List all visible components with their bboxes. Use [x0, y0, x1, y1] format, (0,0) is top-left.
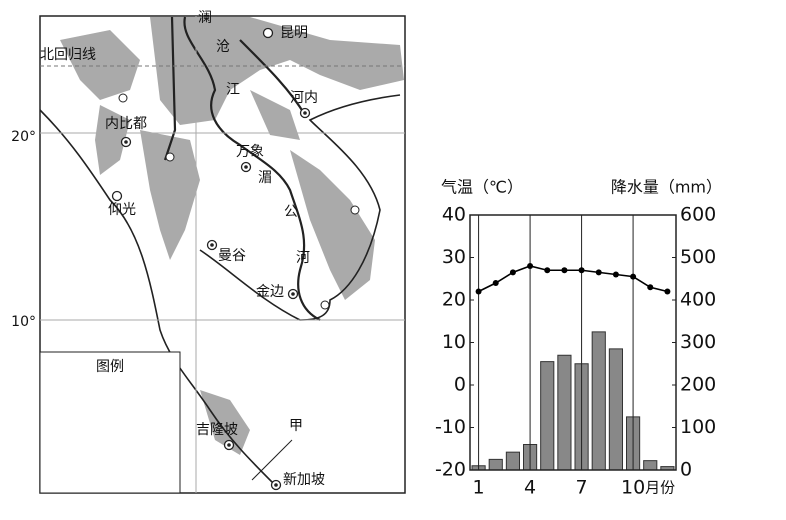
coast-and-borders — [39, 94, 401, 486]
rivers — [163, 16, 321, 321]
lat-label: 20° — [11, 129, 36, 145]
y-tick-label: 40 — [442, 204, 466, 226]
temperature-point — [630, 273, 637, 280]
bar — [643, 460, 658, 471]
y2-tick-label: 300 — [680, 331, 716, 353]
city-marker — [350, 205, 360, 215]
river-label: 公 — [284, 204, 298, 220]
x-tick-label: 7 — [576, 477, 588, 499]
legend-title: 图例 — [96, 359, 124, 375]
city-label: 仰光 — [108, 202, 136, 218]
temperature-point — [595, 269, 602, 276]
y-tick-label: 20 — [442, 289, 466, 311]
y2-axis-title: 降水量（mm） — [611, 178, 722, 197]
capital-dot — [291, 292, 295, 296]
bar — [488, 458, 503, 471]
y-tick-label: -20 — [435, 459, 466, 481]
city-label: 金边 — [256, 284, 284, 300]
y-tick-label: 0 — [454, 374, 466, 396]
pointer — [251, 439, 293, 481]
bar — [608, 348, 623, 471]
y2-tick-label: 100 — [680, 416, 716, 438]
river-label: 江 — [226, 82, 240, 98]
temperature-point — [544, 267, 551, 274]
bar — [540, 361, 555, 471]
city-marker — [118, 93, 128, 103]
temperature-point — [509, 269, 516, 276]
x-tick-label: 10 — [621, 477, 645, 499]
y2-tick-label: 0 — [680, 459, 692, 481]
y-tick-label: 30 — [442, 246, 466, 268]
temperature-point — [475, 288, 482, 295]
lat-lines — [40, 16, 405, 493]
highlands — [60, 17, 404, 455]
bar — [557, 354, 572, 471]
river-label: 河 — [296, 250, 310, 266]
bar — [505, 451, 521, 471]
river-label: 澜 — [198, 10, 212, 26]
y2-tick-label: 600 — [680, 204, 716, 226]
lat-label: 10° — [11, 314, 36, 330]
climograph: 气温（℃） 降水量（mm）-20-100102030400100200300400… — [435, 178, 722, 499]
temperature-line — [478, 265, 668, 293]
plot-frame — [469, 214, 677, 471]
temperature-point — [612, 271, 619, 278]
capital-dot — [244, 165, 248, 169]
city-label: 吉隆坡 — [196, 422, 238, 438]
tropic-label: 北回归线 — [40, 46, 96, 63]
city-label: 内比都 — [105, 116, 147, 132]
x-axis-title: 月份 — [645, 479, 675, 497]
city-label: 河内 — [290, 90, 318, 106]
city-marker — [262, 27, 274, 39]
city-label: 曼谷 — [218, 248, 246, 264]
y-tick-label: 10 — [442, 331, 466, 353]
y2-tick-label: 200 — [680, 374, 716, 396]
y-tick-label: -10 — [435, 416, 466, 438]
y-axis-title: 气温（℃） — [441, 178, 523, 197]
city-marker — [320, 300, 330, 310]
temperature-point — [578, 267, 585, 274]
y2-tick-label: 400 — [680, 289, 716, 311]
city-label: 万象 — [236, 144, 264, 160]
city-label: 新加坡 — [283, 472, 325, 488]
temperature-point — [492, 280, 499, 286]
city-marker — [111, 190, 123, 202]
y2-tick-label: 500 — [680, 246, 716, 268]
legend-box — [39, 351, 181, 494]
river-label: 湄 — [258, 170, 272, 186]
city-marker — [165, 152, 175, 162]
capital-dot — [124, 140, 128, 144]
temperature-point — [561, 267, 568, 274]
x-tick-label: 1 — [473, 477, 485, 499]
temperature-point — [664, 288, 671, 295]
place-label: 甲 — [289, 418, 303, 434]
bar — [591, 331, 606, 471]
temperature-point — [527, 263, 534, 269]
temperature-point — [647, 284, 654, 291]
capital-dot — [227, 443, 231, 447]
x-tick-label: 4 — [524, 477, 536, 499]
river-label: 沧 — [216, 38, 230, 55]
capital-dot — [303, 111, 307, 115]
capital-dot — [274, 483, 278, 487]
capital-dot — [210, 243, 214, 247]
city-label: 昆明 — [280, 25, 308, 41]
